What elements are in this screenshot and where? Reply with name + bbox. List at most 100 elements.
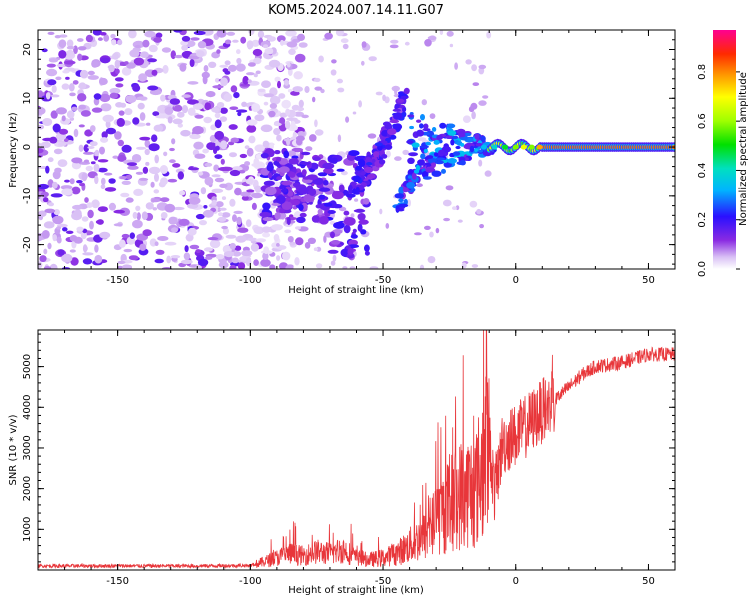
spectrogram-cell [233, 210, 243, 214]
spectrogram-cell [132, 84, 141, 92]
spectrogram-cell [433, 152, 439, 157]
spectrogram-cell [192, 126, 204, 135]
spectrogram-cell [414, 232, 422, 236]
spectrogram-cell [286, 41, 298, 48]
spectrogram-cell [337, 87, 345, 93]
spectrogram-cell [276, 243, 280, 247]
spectrogram-cell [421, 99, 427, 106]
spectrogram-cell [140, 51, 149, 58]
spectrogram-cell [50, 193, 63, 198]
spectrogram-cell [78, 82, 87, 90]
spectrogram-cell [124, 108, 133, 116]
spectrogram-cell [279, 184, 285, 190]
spectrogram-cell [142, 39, 150, 48]
spectrogram-cell [63, 138, 69, 143]
spectrogram-cell [157, 236, 169, 241]
spectrogram-cell [274, 212, 281, 220]
spectrogram-cell [69, 249, 76, 253]
snr-x-axis-label: Height of straight line (km) [288, 585, 424, 596]
spectrogram-cell [56, 236, 62, 244]
spectrogram-cell [398, 91, 404, 97]
spectrogram-cell [173, 105, 183, 112]
spectrogram-cell [117, 139, 125, 147]
spectrogram-cell [138, 177, 149, 181]
spectrogram-cell [263, 180, 275, 186]
spectrogram-cell [203, 65, 209, 72]
spectrogram-cell [78, 104, 86, 110]
spectrogram-cell [422, 176, 432, 180]
spectrogram-cell [478, 100, 487, 106]
spectrogram-cell [469, 200, 478, 208]
spectrogram-cell [283, 79, 290, 86]
spectrogram-cell [298, 42, 308, 48]
spectrogram-cell [94, 175, 99, 185]
spectrogram-cell [427, 35, 437, 41]
spectrogram-cell [352, 111, 357, 115]
spectrogram-cell [189, 58, 195, 68]
spectrogram-cell [169, 159, 176, 164]
spectrogram-cell [312, 156, 321, 161]
y-tick-label: -10 [22, 188, 33, 204]
spectrogram-cell [402, 107, 406, 113]
y-tick-label: 3000 [22, 435, 33, 460]
spectrogram-cell [203, 205, 208, 209]
spectrogram-cell [267, 36, 276, 42]
spectrogram-cell [298, 204, 304, 211]
spectrogram-cell [57, 249, 65, 256]
spectrogram-cell [39, 255, 47, 263]
spectrogram-cell [47, 157, 54, 163]
spectrogram-cell [425, 141, 432, 146]
spectrogram-cell [119, 239, 126, 248]
spectrogram-cell [97, 167, 108, 173]
spectrogram-cell [58, 128, 69, 135]
spectrogram-cell [447, 158, 457, 164]
spectrogram-cell [232, 214, 237, 223]
spectrogram-cell [72, 204, 83, 210]
spectrogram-cell [180, 129, 191, 137]
spectrogram-cell [187, 81, 199, 85]
spectrogram-cell [404, 41, 410, 46]
y-tick-label: 5000 [22, 354, 33, 379]
spectrogram-cell [145, 202, 154, 210]
spectrogram-cell [465, 59, 472, 65]
spectrogram-cell [181, 105, 189, 114]
spectrogram-cell [281, 99, 292, 109]
spectrogram-cell [132, 117, 140, 125]
spectrogram-cell [254, 114, 265, 122]
spectrogram-cell [170, 50, 176, 60]
spectrogram-cell [138, 73, 148, 82]
spectrogram-cell [178, 218, 190, 226]
spectrogram-cell [38, 147, 44, 154]
spectrogram-cell [294, 226, 302, 230]
spectrogram-cell [442, 199, 452, 207]
spectrogram-cell [151, 134, 158, 142]
spectrogram-cell [254, 185, 262, 193]
spectrogram-cell [305, 146, 313, 152]
spectrogram-cell [462, 115, 471, 123]
spectrogram-cell [174, 54, 183, 59]
spectrogram-cell [308, 188, 317, 196]
spectrogram-cell [51, 85, 57, 93]
spectrogram-cell [396, 98, 405, 103]
figure-title: KOM5.2024.007.14.11.G07 [268, 3, 444, 18]
spectrogram-cell [345, 193, 356, 198]
spectrogram-cell [218, 212, 223, 217]
spectrogram-cell [135, 171, 144, 175]
spectrogram-cell [177, 171, 184, 180]
spectrogram-cell [188, 55, 200, 60]
spectrogram-cell [105, 127, 116, 135]
spectrogram-cell [192, 103, 204, 110]
spectrogram-cell [357, 159, 366, 168]
spectrogram-cell [40, 191, 49, 198]
spectrogram-cell [115, 83, 124, 88]
spectrogram-cell [214, 77, 220, 83]
spectrogram-cell [147, 85, 159, 91]
spectrogram-cell [38, 90, 44, 98]
spectrogram-cell [123, 248, 133, 253]
spectrogram-cell [230, 137, 240, 143]
spectrogram-cell [280, 39, 284, 46]
spectrogram-cell [419, 123, 424, 129]
spectrogram-cell [83, 151, 94, 155]
spectrogram-cell [87, 146, 95, 149]
spectrogram-cell [187, 107, 196, 116]
